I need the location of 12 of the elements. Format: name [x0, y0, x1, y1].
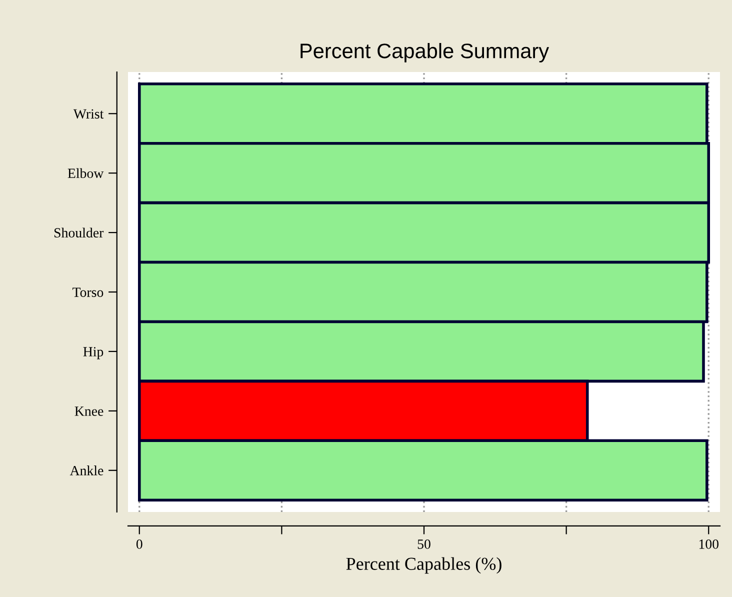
y-tick-label: Shoulder — [54, 228, 104, 238]
y-tick-label: Hip — [83, 347, 104, 360]
y-tick-label: Elbow — [68, 168, 104, 178]
x-tick-label: 50 — [418, 539, 430, 549]
y-tick-label: Ankle — [70, 466, 104, 476]
y-tick-label: Knee — [74, 406, 104, 416]
chart-title: Percent Capable Summary — [300, 43, 550, 62]
y-tick-label: Torso — [72, 288, 104, 297]
y-tick-label: Wrist — [73, 109, 104, 119]
x-tick-label: 100 — [699, 539, 719, 549]
x-axis-title: Percent Capables (%) — [346, 557, 502, 574]
x-tick-label: 0 — [136, 539, 142, 549]
